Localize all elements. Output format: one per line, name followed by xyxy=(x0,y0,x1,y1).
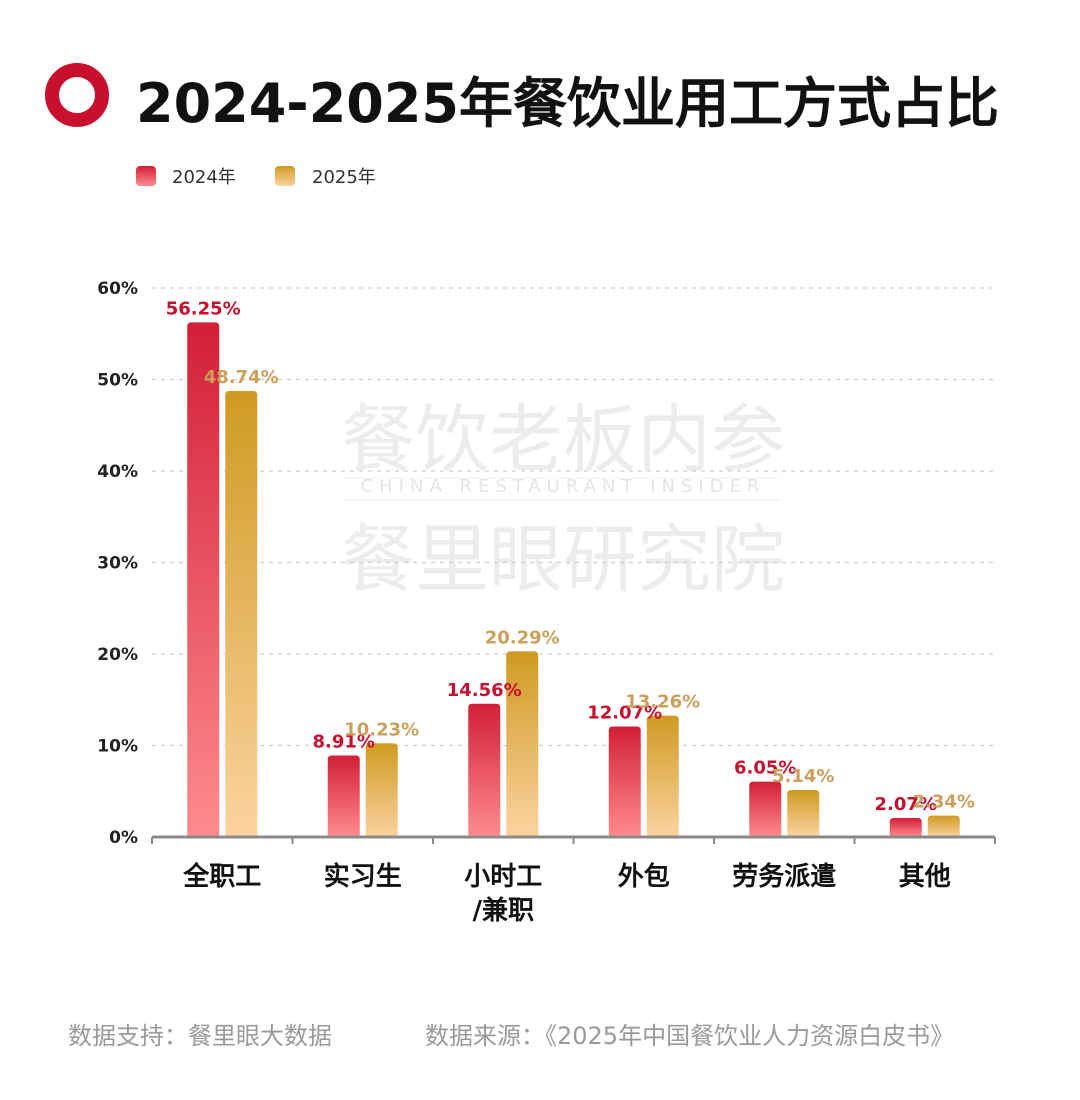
data-label-2025: 5.14% xyxy=(772,766,834,787)
data-label-2025: 20.29% xyxy=(485,627,560,648)
watermark-line2: CHINA RESTAURANT INSIDER xyxy=(361,476,766,497)
watermark: 餐饮老板内参 CHINA RESTAURANT INSIDER 餐里眼研究院 xyxy=(341,397,785,603)
bars xyxy=(187,322,960,837)
data-label-2025: 48.74% xyxy=(204,367,279,388)
y-tick-label: 10% xyxy=(97,737,138,757)
bar-2025 xyxy=(646,715,679,837)
data-label-2024: 6.05% xyxy=(734,758,796,779)
watermark-line1: 餐饮老板内参 xyxy=(341,397,785,483)
category-label: 小时工/兼职 xyxy=(464,862,542,926)
data-label-2024: 14.56% xyxy=(447,680,522,701)
legend-label-2025: 2025年 xyxy=(312,167,376,188)
y-tick-label: 40% xyxy=(97,462,138,482)
data-label-2024: 56.25% xyxy=(166,298,241,319)
title-icon xyxy=(45,63,109,127)
y-tick-label: 0% xyxy=(109,828,138,848)
data-label-2025: 2.34% xyxy=(913,792,975,813)
y-tick-label: 50% xyxy=(97,371,138,391)
bar-2025 xyxy=(787,789,820,837)
y-tick-label: 30% xyxy=(97,554,138,574)
y-axis-ticks: 0% 10% 20% 30% 40% 50% 60% xyxy=(97,279,138,848)
grid xyxy=(152,287,995,747)
x-axis xyxy=(151,835,996,844)
legend: 2024年 2025年 xyxy=(136,166,376,188)
bar-2024 xyxy=(468,703,501,837)
bar-2024 xyxy=(187,322,220,837)
legend-label-2024: 2024年 xyxy=(172,167,236,188)
footer-data-support: 数据支持：餐里眼大数据 xyxy=(68,1022,332,1050)
bar-2024 xyxy=(749,781,782,837)
bar-2025 xyxy=(365,743,398,837)
legend-swatch-2024 xyxy=(136,166,156,186)
data-labels: 56.25% 48.74% 8.91%10.23% 14.56% 20.29% 12.07… xyxy=(166,298,975,815)
data-label-2025: 10.23% xyxy=(344,719,419,740)
y-tick-label: 60% xyxy=(97,279,138,299)
legend-swatch-2025 xyxy=(275,166,295,186)
category-label: 劳务派遣 xyxy=(732,862,836,892)
data-label-2024: 8.91% xyxy=(313,731,375,752)
bar-2024 xyxy=(889,818,922,837)
category-labels: 全职工 实习生 小时工/兼职 外包 劳务派遣 其他 xyxy=(182,861,951,926)
bar-2024 xyxy=(327,755,360,837)
bar-2024 xyxy=(608,726,641,837)
y-tick-label: 20% xyxy=(97,645,138,665)
bar-2025 xyxy=(927,815,960,837)
category-label: 外包 xyxy=(618,861,670,892)
category-label: 实习生 xyxy=(324,861,402,892)
data-label-2025: 13.26% xyxy=(625,692,700,713)
data-label-2024: 12.07% xyxy=(587,703,662,724)
bar-2025 xyxy=(506,651,539,837)
data-label-2024: 2.07% xyxy=(875,794,937,815)
footer-data-source: 数据来源：《2025年中国餐饮业人力资源白皮书》 xyxy=(425,1022,954,1050)
category-label: 全职工 xyxy=(182,861,261,892)
chart-title: 2024-2025年餐饮业用工方式占比 xyxy=(136,72,999,135)
bar-2025 xyxy=(225,391,258,837)
category-label: 其他 xyxy=(899,862,951,892)
watermark-line3: 餐里眼研究院 xyxy=(341,517,785,603)
